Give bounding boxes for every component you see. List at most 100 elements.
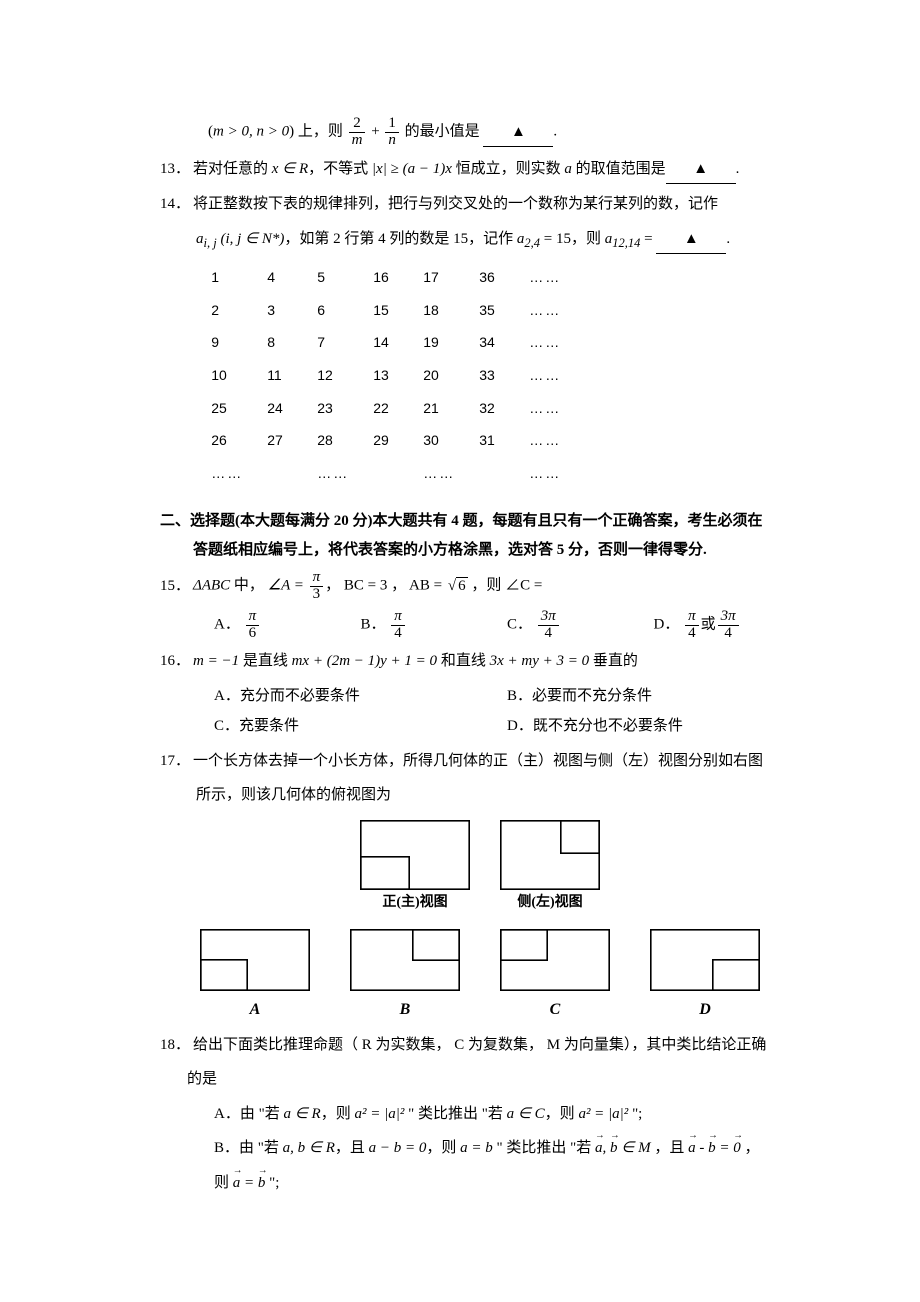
text: 给出下面类比推理命题（ R 为实数集， C 为复数集， M 为向量集），其中类比… (193, 1037, 766, 1053)
frac-pi-3: π3 (310, 570, 324, 603)
option-d[interactable]: D．既不充分也不必要条件 (507, 712, 800, 741)
answer-blank[interactable]: ▲ (483, 118, 553, 148)
math: (i, j ∈ N*) (217, 231, 285, 247)
table-cell: 8 (255, 326, 305, 359)
q15: 15．ΔABC 中， ∠A = π3， BC = 3 ， AB = 6 ，则 ∠… (160, 570, 800, 603)
table-cell: 14 (361, 326, 411, 359)
table-cell: 31 (467, 424, 517, 457)
table-cell: 11 (255, 359, 305, 392)
table-row: 987141934…… (199, 326, 573, 359)
math: x ∈ R (272, 161, 308, 177)
q14: 14．将正整数按下表的规律排列，把行与列交叉处的一个数称为某行某列的数，记作 (160, 190, 800, 219)
table-row: …………………… (199, 457, 573, 490)
table-cell: …… (517, 261, 573, 294)
table-cell: …… (199, 457, 255, 490)
table-cell: 15 (361, 294, 411, 327)
sqrt-6: 6 (446, 572, 468, 601)
table-cell: 5 (305, 261, 361, 294)
table-cell: 16 (361, 261, 411, 294)
plus: + (371, 124, 383, 140)
option-c[interactable]: C． 3π4 (507, 609, 654, 642)
q-number: 17． (160, 747, 193, 776)
option-a[interactable]: A．充分而不必要条件 (214, 682, 507, 711)
table-cell: 12 (305, 359, 361, 392)
text: 所示，则该几何体的俯视图为 (196, 787, 391, 803)
table-cell: 19 (411, 326, 467, 359)
text: ， BC = 3 ， AB = (325, 578, 446, 594)
text: 和直线 (437, 653, 490, 669)
table-cell: 1 (199, 261, 255, 294)
option-b[interactable]: B．必要而不充分条件 (507, 682, 800, 711)
text: 的取值范围是 (572, 161, 666, 177)
text: 将正整数按下表的规律排列，把行与列交叉处的一个数称为某行某列的数，记作 (193, 196, 718, 212)
option-b[interactable]: B． π4 (361, 609, 508, 642)
math: 3x + my + 3 = 0 (490, 653, 590, 669)
q-number: 16． (160, 647, 193, 676)
table-cell: …… (305, 457, 361, 490)
math: a − 1 (408, 161, 441, 177)
period: . (553, 124, 557, 140)
option-c[interactable]: C．充要条件 (214, 712, 507, 741)
side-view: 侧(左)视图 (500, 820, 600, 917)
table-cell (467, 457, 517, 490)
table-cell: 13 (361, 359, 411, 392)
text: ，则 (571, 231, 605, 247)
q16: 16．m = −1 是直线 mx + (2m − 1)y + 1 = 0 和直线… (160, 647, 800, 676)
table-cell: …… (517, 326, 573, 359)
q-number: 15． (160, 572, 193, 601)
option-c[interactable]: C (500, 929, 610, 1025)
math: mx + (2m − 1)y + 1 = 0 (292, 653, 437, 669)
q15-options: A． π6 B． π4 C． 3π4 D． π4或3π4 (160, 609, 800, 642)
text: 恒成立，则实数 (452, 161, 565, 177)
table-cell: 20 (411, 359, 467, 392)
table-cell: 32 (467, 392, 517, 425)
q18-option-b[interactable]: B．由 "若 a, b ∈ R，且 a − b = 0，则 a = b " 类比… (160, 1134, 800, 1163)
q14-table: 145161736……236151835……987141934……1011121… (199, 261, 573, 489)
math: |x| (372, 161, 387, 177)
option-a[interactable]: A． π6 (214, 609, 361, 642)
text: 一个长方体去掉一个小长方体，所得几何体的正（主）视图与侧（左）视图分别如右图 (193, 753, 763, 769)
text: 的最小值是 (405, 124, 480, 140)
q18-line2: 的是 (160, 1065, 800, 1094)
q18-option-a[interactable]: A．由 "若 a ∈ R，则 a² = |a|² " 类比推出 "若 a ∈ C… (160, 1100, 800, 1129)
math: a12,14 (605, 231, 641, 247)
front-view-label: 正(主)视图 (360, 890, 470, 917)
math: = 15 (540, 231, 571, 247)
answer-blank[interactable]: ▲ (666, 155, 736, 185)
front-view: 正(主)视图 (360, 820, 470, 917)
q-number: 13． (160, 155, 193, 184)
math: )x (440, 161, 452, 177)
option-d[interactable]: D (650, 929, 760, 1025)
option-b[interactable]: B (350, 929, 460, 1025)
text: 是直线 (239, 653, 292, 669)
period: . (726, 231, 730, 247)
text: 中， (230, 578, 268, 594)
option-d[interactable]: D． π4或3π4 (654, 609, 801, 642)
text: 若对任意的 (193, 161, 272, 177)
q17-answer-options: A B C D (160, 929, 800, 1025)
side-view-label: 侧(左)视图 (500, 890, 600, 917)
text: ΔABC (193, 578, 230, 594)
table-cell: 25 (199, 392, 255, 425)
table-cell: 4 (255, 261, 305, 294)
table-cell: 36 (467, 261, 517, 294)
table-cell: 9 (199, 326, 255, 359)
q18-option-b-cont: 则 a = b "; (160, 1169, 800, 1198)
table-cell: …… (517, 392, 573, 425)
math: a (564, 161, 572, 177)
table-cell: …… (517, 294, 573, 327)
option-a[interactable]: A (200, 929, 310, 1025)
frac-2-m: 2m (349, 116, 366, 149)
table-cell (361, 457, 411, 490)
table-cell: 27 (255, 424, 305, 457)
answer-blank[interactable]: ▲ (656, 225, 726, 255)
table-cell: …… (411, 457, 467, 490)
table-cell: 7 (305, 326, 361, 359)
section-2-heading-line2: 答题纸相应编号上，将代表答案的小方格涂黑，选对答 5 分，否则一律得零分. (160, 536, 800, 565)
q-number: 18． (160, 1031, 193, 1060)
table-cell: 17 (411, 261, 467, 294)
table-row: 101112132033…… (199, 359, 573, 392)
text: ，如第 2 行第 4 列的数是 15，记作 (284, 231, 517, 247)
table-cell: 2 (199, 294, 255, 327)
table-cell: 24 (255, 392, 305, 425)
